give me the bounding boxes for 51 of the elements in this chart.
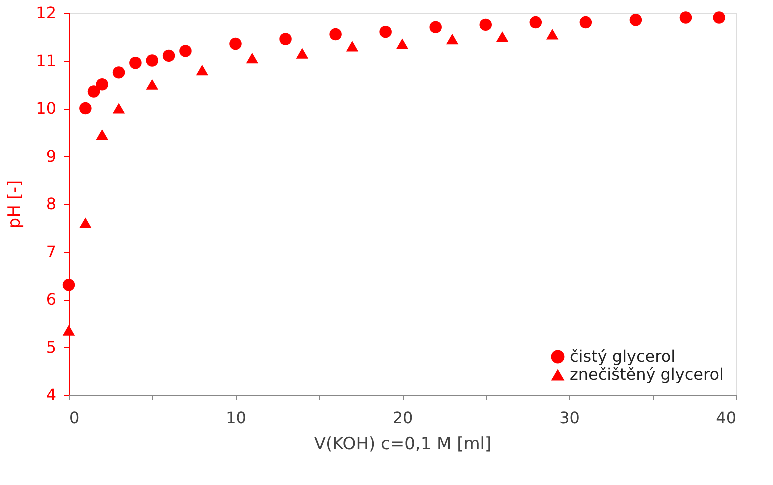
- x-tick-label: 0: [70, 408, 80, 428]
- point: [62, 279, 76, 292]
- y-axis-title: pH [-]: [5, 180, 26, 229]
- y-tick-label: 11: [36, 51, 56, 70]
- x-tick-label: 20: [392, 408, 414, 428]
- point: [96, 129, 108, 140]
- point: [80, 102, 92, 115]
- point: [680, 12, 692, 24]
- x-tick-label: 30: [560, 408, 580, 428]
- point: [396, 38, 409, 50]
- x-tick-label: 40: [716, 408, 736, 428]
- y-tick-label: 4: [46, 386, 56, 404]
- point: [530, 16, 542, 29]
- point: [96, 78, 108, 91]
- point: [546, 29, 559, 40]
- point: [146, 79, 158, 90]
- point: [446, 34, 459, 45]
- y-tick-label: 6: [46, 290, 56, 309]
- point: [580, 16, 592, 29]
- point: [80, 218, 92, 228]
- point: [280, 33, 292, 46]
- y-tick-label: 7: [46, 242, 56, 262]
- point: [380, 26, 392, 38]
- point: [196, 64, 209, 76]
- y-tick-label: 12: [36, 4, 56, 22]
- x-axis-title: V(KOH) c=0,1 M [ml]: [314, 434, 492, 454]
- legend-label: čistý glycerol: [570, 347, 676, 366]
- y-tick-label: 10: [36, 99, 56, 118]
- point: [162, 50, 176, 62]
- point: [246, 53, 259, 64]
- point: [480, 18, 492, 32]
- point: [713, 12, 726, 24]
- point: [146, 54, 158, 67]
- y-tick-label: 8: [46, 194, 56, 214]
- point: [112, 103, 126, 114]
- point: [88, 86, 100, 98]
- x-tick-label: 10: [226, 408, 246, 428]
- point: [346, 41, 359, 52]
- y-tick-label: 9: [46, 146, 56, 166]
- legend-label: znečištěný glycerol: [570, 365, 724, 384]
- point: [296, 48, 309, 59]
- point: [112, 66, 126, 79]
- y-tick-label: 5: [46, 338, 56, 357]
- point: [330, 28, 342, 41]
- point: [130, 57, 142, 70]
- point: [62, 325, 76, 336]
- point: [430, 21, 442, 34]
- point: [630, 14, 642, 26]
- point: [496, 32, 509, 42]
- point: [230, 38, 242, 50]
- point: [180, 45, 192, 58]
